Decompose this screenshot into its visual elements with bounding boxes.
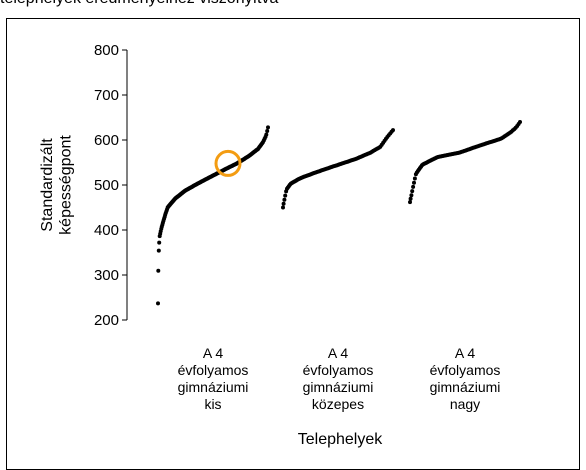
- data-point: [518, 120, 522, 124]
- y-axis-title-line: Standardizált: [39, 138, 56, 232]
- category-label: évfolyamos: [430, 362, 501, 378]
- data-point: [408, 196, 413, 201]
- category-label: közepes: [312, 396, 364, 412]
- y-tick-label: 600: [94, 132, 119, 149]
- data-point: [412, 176, 417, 181]
- category-label: gimnáziumi: [178, 379, 249, 395]
- data-point: [157, 240, 162, 245]
- category-label: nagy: [450, 396, 480, 412]
- data-point: [265, 129, 270, 133]
- data-point: [264, 132, 269, 137]
- x-axis-title: Telephelyek: [298, 431, 384, 448]
- data-point: [391, 128, 395, 133]
- data-point: [156, 268, 161, 273]
- data-point: [281, 201, 286, 206]
- category-label: A 4: [455, 345, 475, 361]
- data-point: [156, 248, 161, 253]
- highlight-circle: [214, 149, 242, 177]
- data-point: [408, 200, 412, 205]
- category-label: évfolyamos: [178, 362, 249, 378]
- chart-frame: [6, 18, 580, 470]
- data-point: [281, 205, 285, 210]
- y-tick-label: 400: [94, 222, 119, 239]
- category-label: gimnáziumi: [303, 379, 374, 395]
- chart-caption: telephelyek eredményeihez viszonyítva: [0, 0, 278, 8]
- data-point: [409, 193, 414, 198]
- y-axis-title: Standardizáltképességpont: [39, 135, 74, 235]
- data-point: [282, 197, 287, 202]
- y-tick-label: 300: [94, 267, 119, 284]
- y-tick-label: 200: [94, 312, 119, 329]
- y-tick-label: 500: [94, 177, 119, 194]
- y-tick-label: 800: [94, 42, 119, 59]
- y-tick-label: 700: [94, 87, 119, 104]
- category-label: A 4: [203, 345, 223, 361]
- data-point: [411, 184, 416, 189]
- y-axis-title-line: képességpont: [57, 135, 74, 235]
- category-label: kis: [204, 396, 221, 412]
- category-label: évfolyamos: [303, 362, 374, 378]
- data-point: [412, 180, 416, 185]
- data-point: [410, 189, 415, 194]
- data-point: [266, 125, 270, 130]
- category-label: A 4: [328, 345, 348, 361]
- data-point: [156, 301, 160, 306]
- category-label: gimnáziumi: [430, 379, 501, 395]
- data-point: [283, 193, 288, 198]
